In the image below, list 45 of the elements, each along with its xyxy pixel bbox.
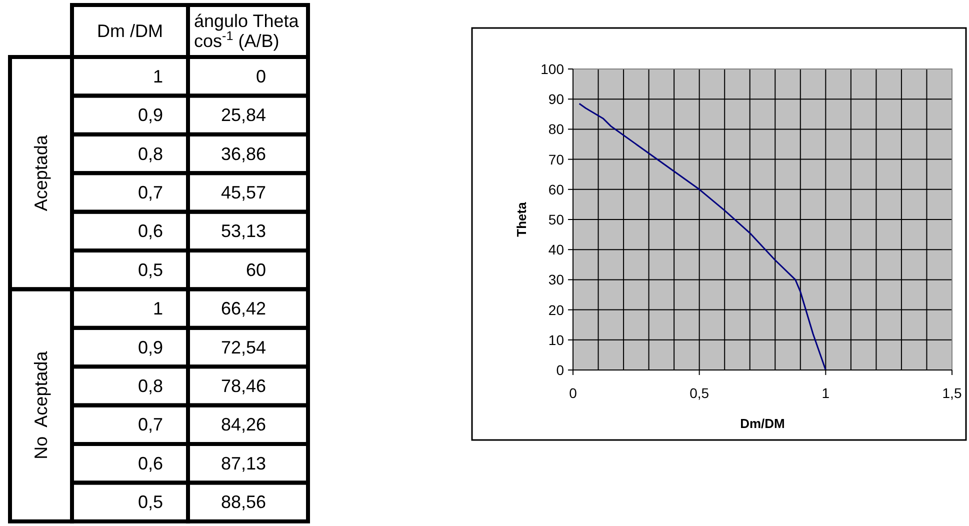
text: 53,13 <box>220 221 266 242</box>
x-tick-label: 0 <box>569 385 578 401</box>
text: 1 <box>152 66 163 86</box>
text: 0,7 <box>138 414 163 435</box>
x-tick-label: 0,5 <box>690 385 710 401</box>
text: Dm /DM <box>97 21 163 41</box>
text: 0,6 <box>138 221 163 242</box>
text: 84,26 <box>220 414 266 435</box>
y-tick-label: 100 <box>540 61 564 77</box>
y-tick-label: 0 <box>556 362 564 378</box>
text: 78,46 <box>220 376 266 396</box>
text: 0,7 <box>138 182 163 202</box>
text: 36,86 <box>220 144 266 164</box>
text: 45,57 <box>220 182 266 202</box>
y-tick-label: 30 <box>548 272 564 288</box>
y-axis-title: Theta <box>514 201 529 237</box>
text: 0,9 <box>138 105 163 126</box>
y-tick-label: 20 <box>548 302 564 318</box>
text: 0,5 <box>138 492 163 512</box>
y-tick-label: 40 <box>548 242 564 258</box>
text: 25,84 <box>220 105 266 126</box>
text: 0,5 <box>138 260 163 280</box>
text: No Aceptada <box>31 350 51 460</box>
text: 0,9 <box>138 337 163 358</box>
text: 0,6 <box>138 453 163 474</box>
text: 60 <box>246 260 266 280</box>
y-tick-label: 70 <box>548 151 564 168</box>
x-axis-title: Dm/DM <box>740 416 785 431</box>
text: ángulo Theta cos$^{-1}$ (A/B) <box>194 11 300 51</box>
text: 0,8 <box>138 144 163 164</box>
y-tick-label: 60 <box>548 181 564 198</box>
text: 88,56 <box>220 492 266 512</box>
x-tick-label: 1,5 <box>942 385 962 401</box>
y-tick-label: 10 <box>548 332 564 348</box>
x-tick-label: 1 <box>822 385 830 401</box>
text: 66,42 <box>220 298 266 319</box>
y-tick-label: 50 <box>548 212 564 228</box>
text: 87,13 <box>220 453 266 474</box>
text: 72,54 <box>220 337 266 358</box>
text: Aceptada <box>31 134 51 212</box>
y-tick-label: 80 <box>548 121 564 138</box>
text: 1 <box>152 298 163 319</box>
text: 0,8 <box>138 376 163 396</box>
y-tick-label: 90 <box>548 91 564 108</box>
text: 0 <box>256 66 266 86</box>
